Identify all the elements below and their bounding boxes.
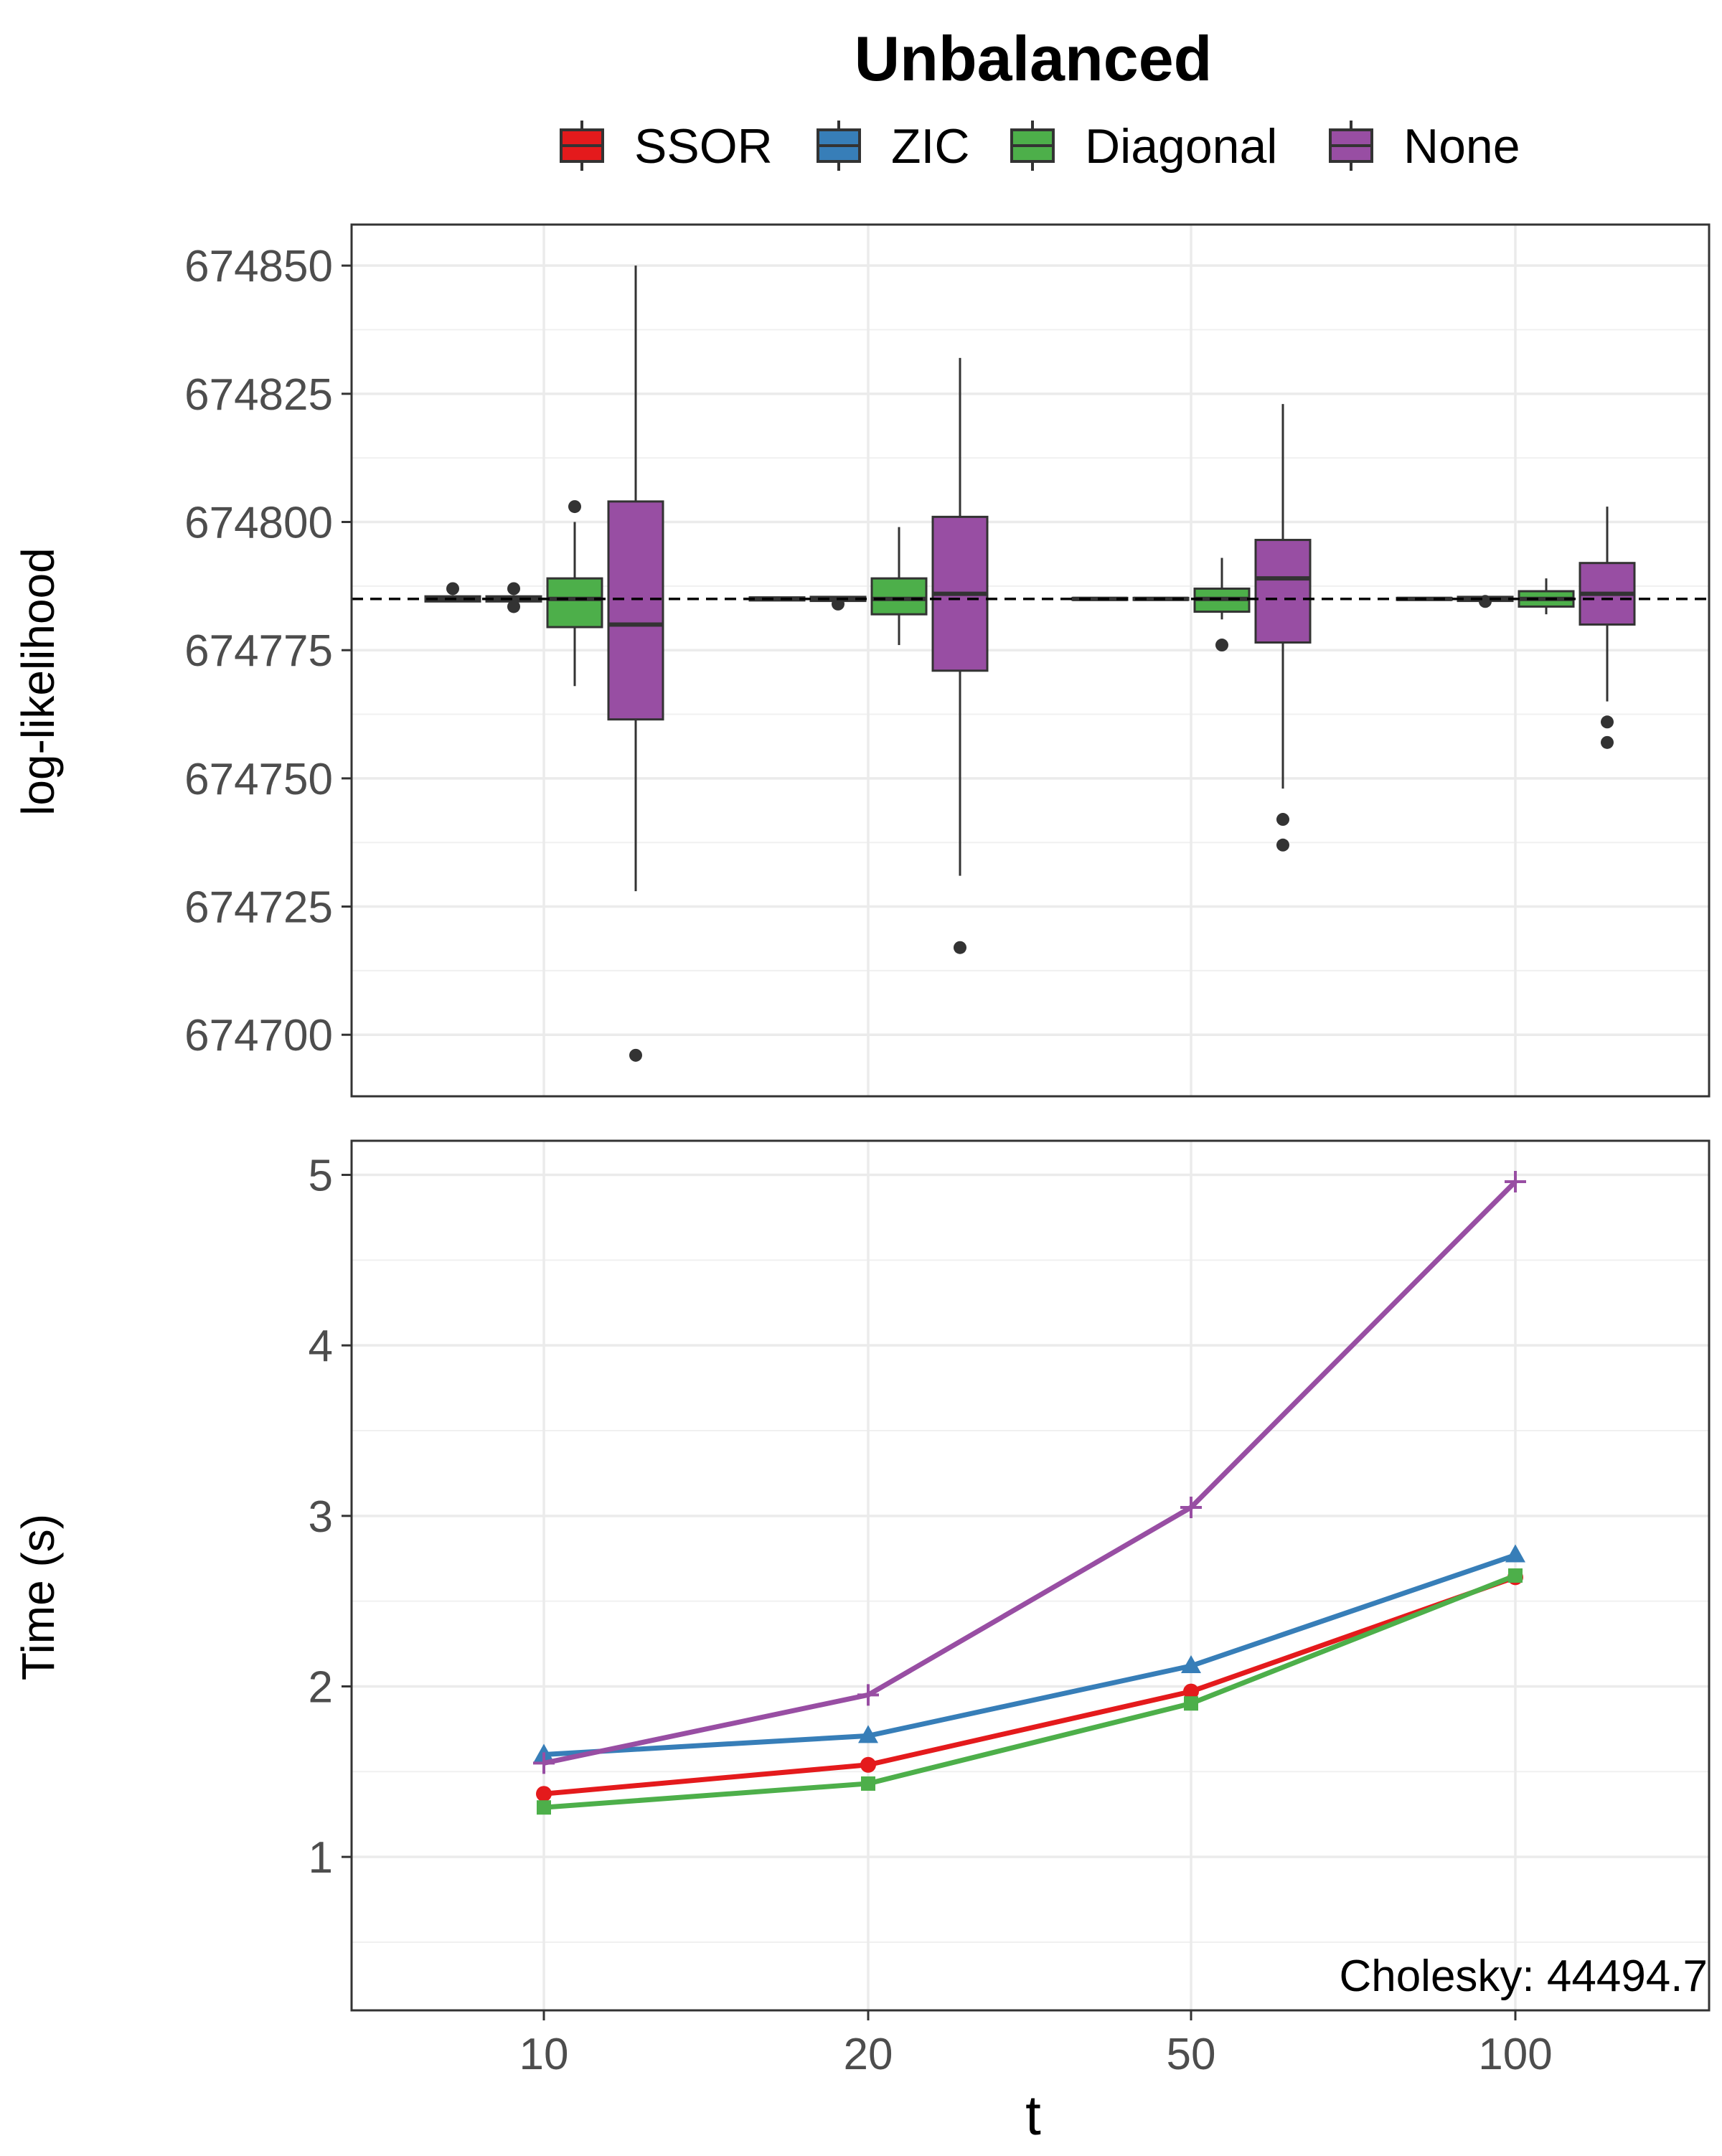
- y-tick-label: 674850: [184, 242, 333, 291]
- box-none-t20: [931, 357, 989, 954]
- legend: SSOR ZIC Diagonal None: [560, 119, 1520, 174]
- outlier-point: [507, 582, 520, 596]
- legend-item-zic: ZIC: [817, 119, 970, 174]
- outlier-point: [1601, 735, 1614, 749]
- series-line-diagonal: [543, 1573, 1517, 1810]
- point-circle: [1183, 1683, 1199, 1700]
- series-line-ssor: [543, 1575, 1517, 1797]
- point-triangle: [858, 1725, 878, 1743]
- outlier-point: [1276, 838, 1289, 852]
- outlier-point: [954, 941, 966, 954]
- point-triangle: [1181, 1654, 1201, 1673]
- y-tick-label: 674725: [184, 883, 333, 933]
- legend-label-none: None: [1403, 119, 1520, 174]
- legend-label-ssor: SSOR: [634, 119, 773, 174]
- y-tick-label: 674775: [184, 626, 333, 676]
- outlier-point: [1215, 639, 1228, 652]
- x-axis-title: t: [1025, 2084, 1041, 2147]
- point-circle: [860, 1756, 876, 1773]
- legend-label-diagonal: Diagonal: [1085, 119, 1277, 174]
- box-diagonal-t50: [1193, 557, 1251, 652]
- box-diagonal-t10: [546, 500, 603, 687]
- outlier-point: [629, 1048, 642, 1062]
- y-axis-title-time: Time (s): [12, 1514, 64, 1680]
- panel-background: [352, 225, 1709, 1096]
- box-body: [546, 577, 603, 629]
- outlier-point: [568, 500, 581, 514]
- point-square: [1508, 1568, 1523, 1583]
- y-tick-label: 1: [309, 1833, 333, 1883]
- point-plus: [1180, 1496, 1202, 1518]
- x-tick-label: 100: [1478, 2030, 1552, 2079]
- point-circle: [536, 1786, 552, 1802]
- y-tick-label: 674750: [184, 755, 333, 804]
- point-plus: [1505, 1171, 1526, 1193]
- y-tick-label: 2: [309, 1662, 333, 1712]
- point-square: [537, 1800, 551, 1815]
- panel-border: [350, 1139, 1711, 2012]
- legend-item-ssor: SSOR: [560, 119, 773, 174]
- y-tick-label: 5: [309, 1152, 333, 1201]
- legend-label-zic: ZIC: [891, 119, 970, 174]
- point-plus: [857, 1684, 879, 1706]
- x-tick-label: 50: [1167, 2030, 1216, 2079]
- y-tick-label: 3: [309, 1492, 333, 1542]
- cholesky-annotation: Cholesky: 44494.7: [1339, 1952, 1708, 2001]
- panel-background: [352, 1141, 1709, 2010]
- y-tick-label: 674800: [184, 499, 333, 548]
- legend-item-diagonal: Diagonal: [1010, 119, 1277, 174]
- box-none-t50: [1254, 404, 1312, 852]
- panel-border: [350, 223, 1711, 1098]
- series-line-none: [543, 1180, 1518, 1766]
- line-panel: 1 2 3 4 5 10 20 50 100: [309, 1139, 1711, 2079]
- legend-item-none: None: [1329, 119, 1520, 174]
- outlier-point: [1276, 813, 1289, 827]
- box-panel: 674700 674725 674750 674775 674800 674825 6748…: [184, 223, 1711, 1098]
- outlier-point: [1601, 715, 1614, 729]
- box-body: [607, 500, 664, 721]
- series-zic: [534, 1544, 1525, 1762]
- point-triangle: [1505, 1544, 1525, 1563]
- box-body: [1254, 539, 1312, 644]
- y-tick-label: 4: [309, 1322, 333, 1371]
- box-body: [870, 577, 928, 616]
- y-tick-label: 674825: [184, 370, 333, 420]
- box-none-t10: [607, 265, 664, 1062]
- box-zic-t10: [485, 582, 542, 613]
- series-line-zic: [543, 1553, 1517, 1758]
- point-square: [1184, 1696, 1198, 1711]
- outlier-point: [507, 600, 520, 613]
- series-diagonal: [537, 1568, 1523, 1815]
- x-tick-label: 20: [844, 2030, 893, 2079]
- point-square: [861, 1776, 875, 1791]
- series-none: [533, 1171, 1526, 1774]
- outlier-point: [1479, 595, 1492, 608]
- outlier-point: [832, 597, 844, 611]
- y-tick-label: 674700: [184, 1011, 333, 1060]
- y-axis-title-loglik: log-likelihood: [12, 547, 64, 816]
- x-tick-label: 10: [519, 2030, 569, 2079]
- chart-title: Unbalanced: [855, 23, 1213, 94]
- box-none-t100: [1578, 507, 1636, 749]
- outlier-point: [446, 582, 459, 596]
- point-plus: [533, 1752, 555, 1774]
- box-ssor-t20: [748, 596, 806, 602]
